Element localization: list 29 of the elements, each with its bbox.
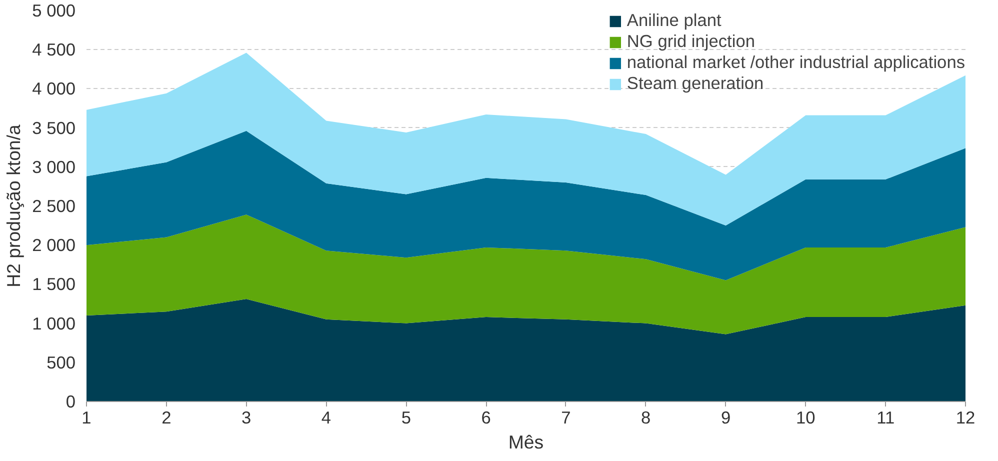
legend-label: Steam generation: [626, 73, 764, 94]
y-axis-title: H2 produção kton/a: [3, 124, 24, 288]
x-tick-label: 12: [956, 408, 976, 428]
x-tick-label: 6: [481, 408, 491, 428]
y-tick-label: 3 500: [32, 118, 76, 138]
x-tick-label: 2: [162, 408, 172, 428]
legend-label: NG grid injection: [626, 31, 755, 52]
legend-label: Aniline plant: [626, 10, 722, 31]
x-tick-label: 9: [720, 408, 731, 428]
y-tick-label: 1 000: [32, 313, 76, 334]
x-axis-title: Mês: [508, 432, 544, 452]
x-tick-label: 10: [796, 408, 816, 428]
y-tick-label: 2 500: [32, 196, 76, 216]
legend-label: national market /other industrial applications: [626, 52, 965, 73]
x-tick-label: 11: [876, 408, 895, 428]
x-tick-label: 4: [321, 408, 332, 428]
x-tick-label: 3: [242, 408, 252, 428]
x-tick-label: 5: [401, 408, 411, 428]
y-tick-label: 0: [66, 392, 76, 412]
y-tick-label: 500: [46, 352, 76, 372]
x-tick-label: 8: [641, 408, 651, 428]
y-tick-label: 3 000: [32, 156, 76, 177]
x-tick-label: 1: [82, 408, 92, 428]
y-tick-label: 4 000: [32, 78, 76, 99]
y-tick-label: 1 500: [32, 274, 76, 294]
x-tick-label: 7: [561, 408, 571, 428]
y-tick-label: 2 000: [32, 235, 76, 256]
y-tick-label: 5 000: [32, 0, 76, 20]
y-tick-label: 4 500: [32, 40, 76, 60]
